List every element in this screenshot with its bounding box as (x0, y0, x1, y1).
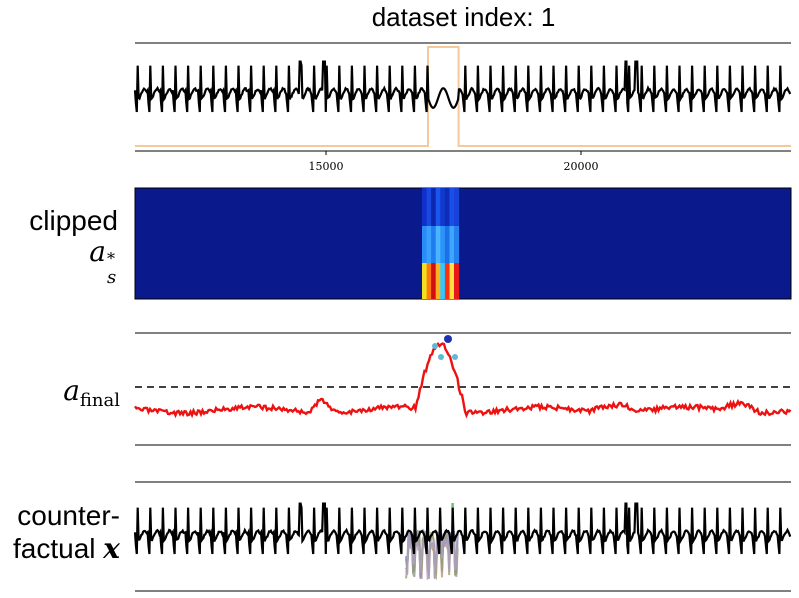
figure-title: dataset index: 1 (371, 2, 556, 32)
peak-marker (452, 354, 458, 360)
heatmap-cell (426, 226, 432, 263)
panel-counterfactual (133, 481, 792, 592)
heatmap-cell (454, 188, 460, 226)
score-line (134, 341, 792, 419)
label-x: x (103, 532, 120, 565)
label-clipped: clipped a * s (10, 205, 118, 288)
heatmap-cell (435, 226, 441, 263)
heatmap-background (134, 187, 792, 300)
heatmap-cell (449, 188, 455, 226)
heatmap-activation (422, 188, 460, 299)
heatmap-cell (440, 263, 446, 299)
signal-line (133, 60, 792, 113)
heatmap-cell (444, 188, 450, 226)
heatmap-cell (449, 226, 455, 263)
heatmap-cell (426, 188, 432, 226)
heatmap-cell (444, 263, 450, 299)
heatmap-cell (454, 263, 460, 299)
counterfactual-signal-line (133, 502, 792, 555)
heatmap-cell (454, 226, 460, 263)
heatmap-cell (435, 188, 441, 226)
label-a-star-s: a * s (89, 235, 117, 288)
heatmap-cell (435, 263, 441, 299)
heatmap-cell (422, 263, 428, 299)
heatmap-cell (431, 263, 437, 299)
panel-score (134, 332, 792, 446)
heatmap-cell (440, 226, 446, 263)
heatmap-cell (426, 263, 432, 299)
label-a-final: afinal (63, 374, 120, 411)
peak-marker (438, 354, 444, 360)
heatmap-cell (422, 226, 428, 263)
peak-marker (432, 343, 438, 349)
panel-heatmap (134, 187, 792, 300)
x-tick-label-15000: 15000 (309, 160, 344, 173)
heatmap-cell (440, 188, 446, 226)
heatmap-cell (449, 263, 455, 299)
highlight-window (135, 46, 791, 147)
peak-markers (432, 335, 458, 360)
heatmap-cell (422, 188, 428, 226)
heatmap-cell (444, 226, 450, 263)
counterfactual-sample-line (405, 528, 459, 581)
heatmap-cell (431, 188, 437, 226)
label-counterfactual: counter- factual x (13, 500, 120, 565)
heatmap-cell (431, 226, 437, 263)
peak-marker (444, 335, 452, 343)
panel-signal: 15000 20000 (133, 42, 792, 173)
x-tick-label-20000: 20000 (564, 160, 599, 173)
